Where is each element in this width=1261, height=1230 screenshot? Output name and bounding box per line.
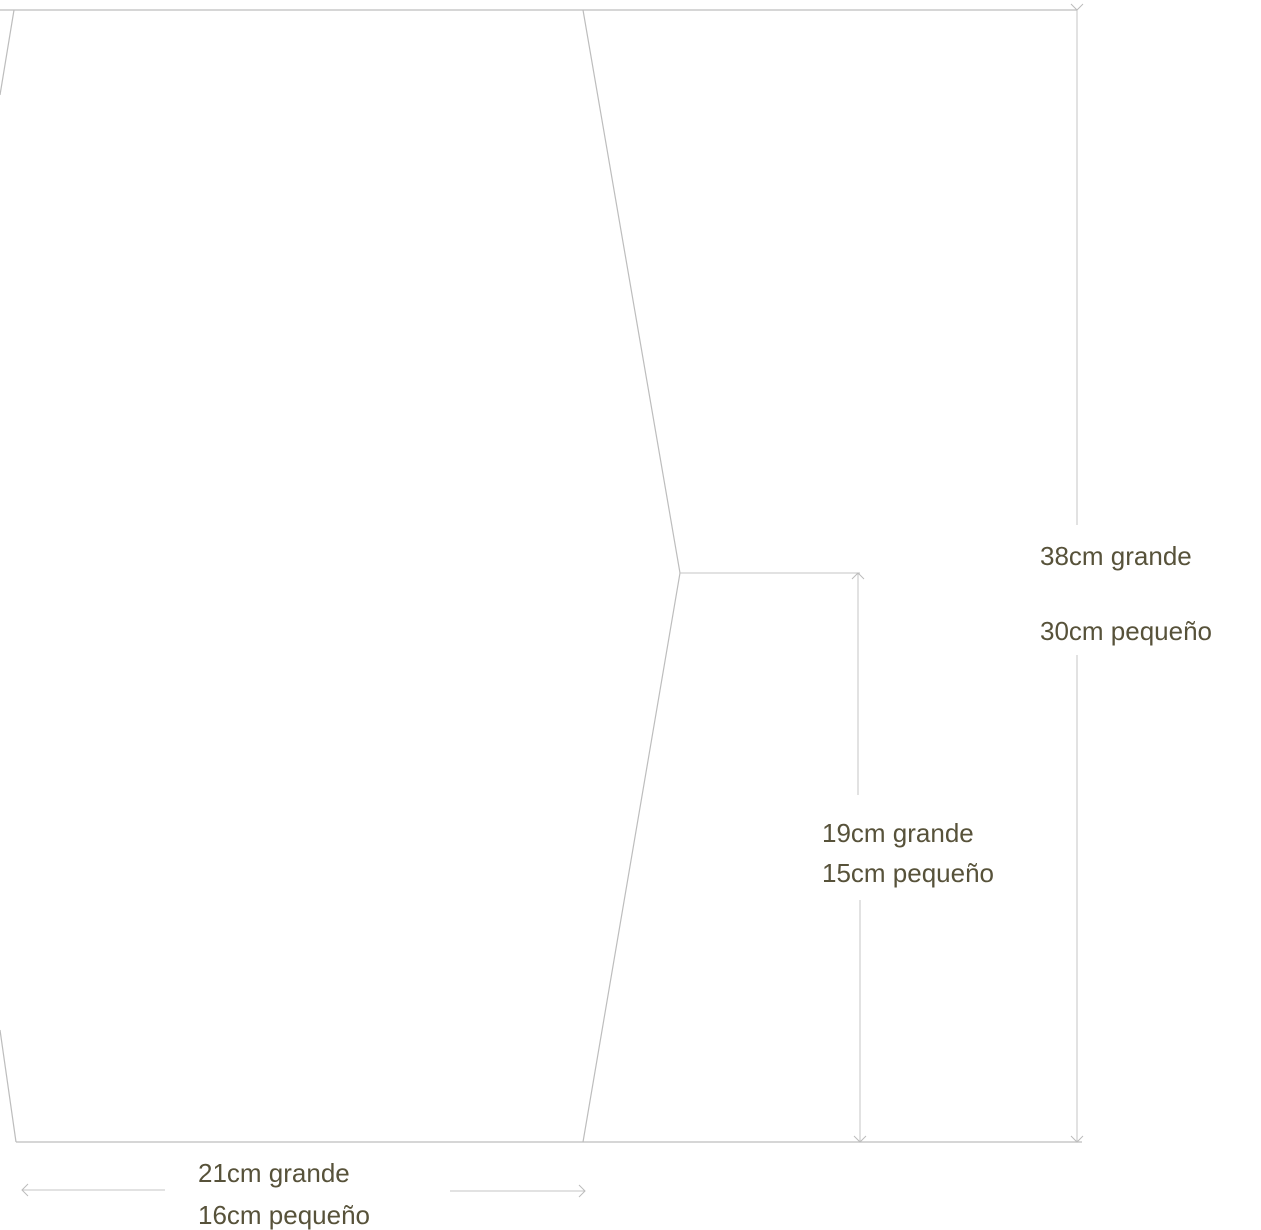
- left-edge-top: [0, 9, 15, 96]
- half-height-arrow-bottom: [853, 1135, 867, 1143]
- base-width-arrow-right: [578, 1184, 586, 1198]
- total-height-dimension: 38cm grande 30cm pequeño: [1040, 3, 1212, 1143]
- base-width-dimension: 21cm grande 16cm pequeño: [21, 1158, 586, 1230]
- base-width-label-large: 21cm grande: [198, 1158, 350, 1188]
- total-height-label-small: 30cm pequeño: [1040, 616, 1212, 646]
- base-width-arrow-left: [21, 1183, 29, 1197]
- left-edge-bottom: [0, 1029, 17, 1143]
- base-width-label-small: 16cm pequeño: [198, 1200, 370, 1230]
- total-height-arrow-top: [1070, 3, 1084, 11]
- half-height-dimension: 19cm grande 15cm pequeño: [680, 572, 994, 1143]
- pattern-outline: [0, 9, 1082, 1143]
- total-height-label-large: 38cm grande: [1040, 541, 1192, 571]
- total-height-arrow-bottom: [1070, 1135, 1084, 1143]
- half-height-label-small: 15cm pequeño: [822, 858, 994, 888]
- half-height-arrow-top: [851, 572, 865, 580]
- half-height-label-large: 19cm grande: [822, 818, 974, 848]
- side-fold-line: [582, 9, 681, 1143]
